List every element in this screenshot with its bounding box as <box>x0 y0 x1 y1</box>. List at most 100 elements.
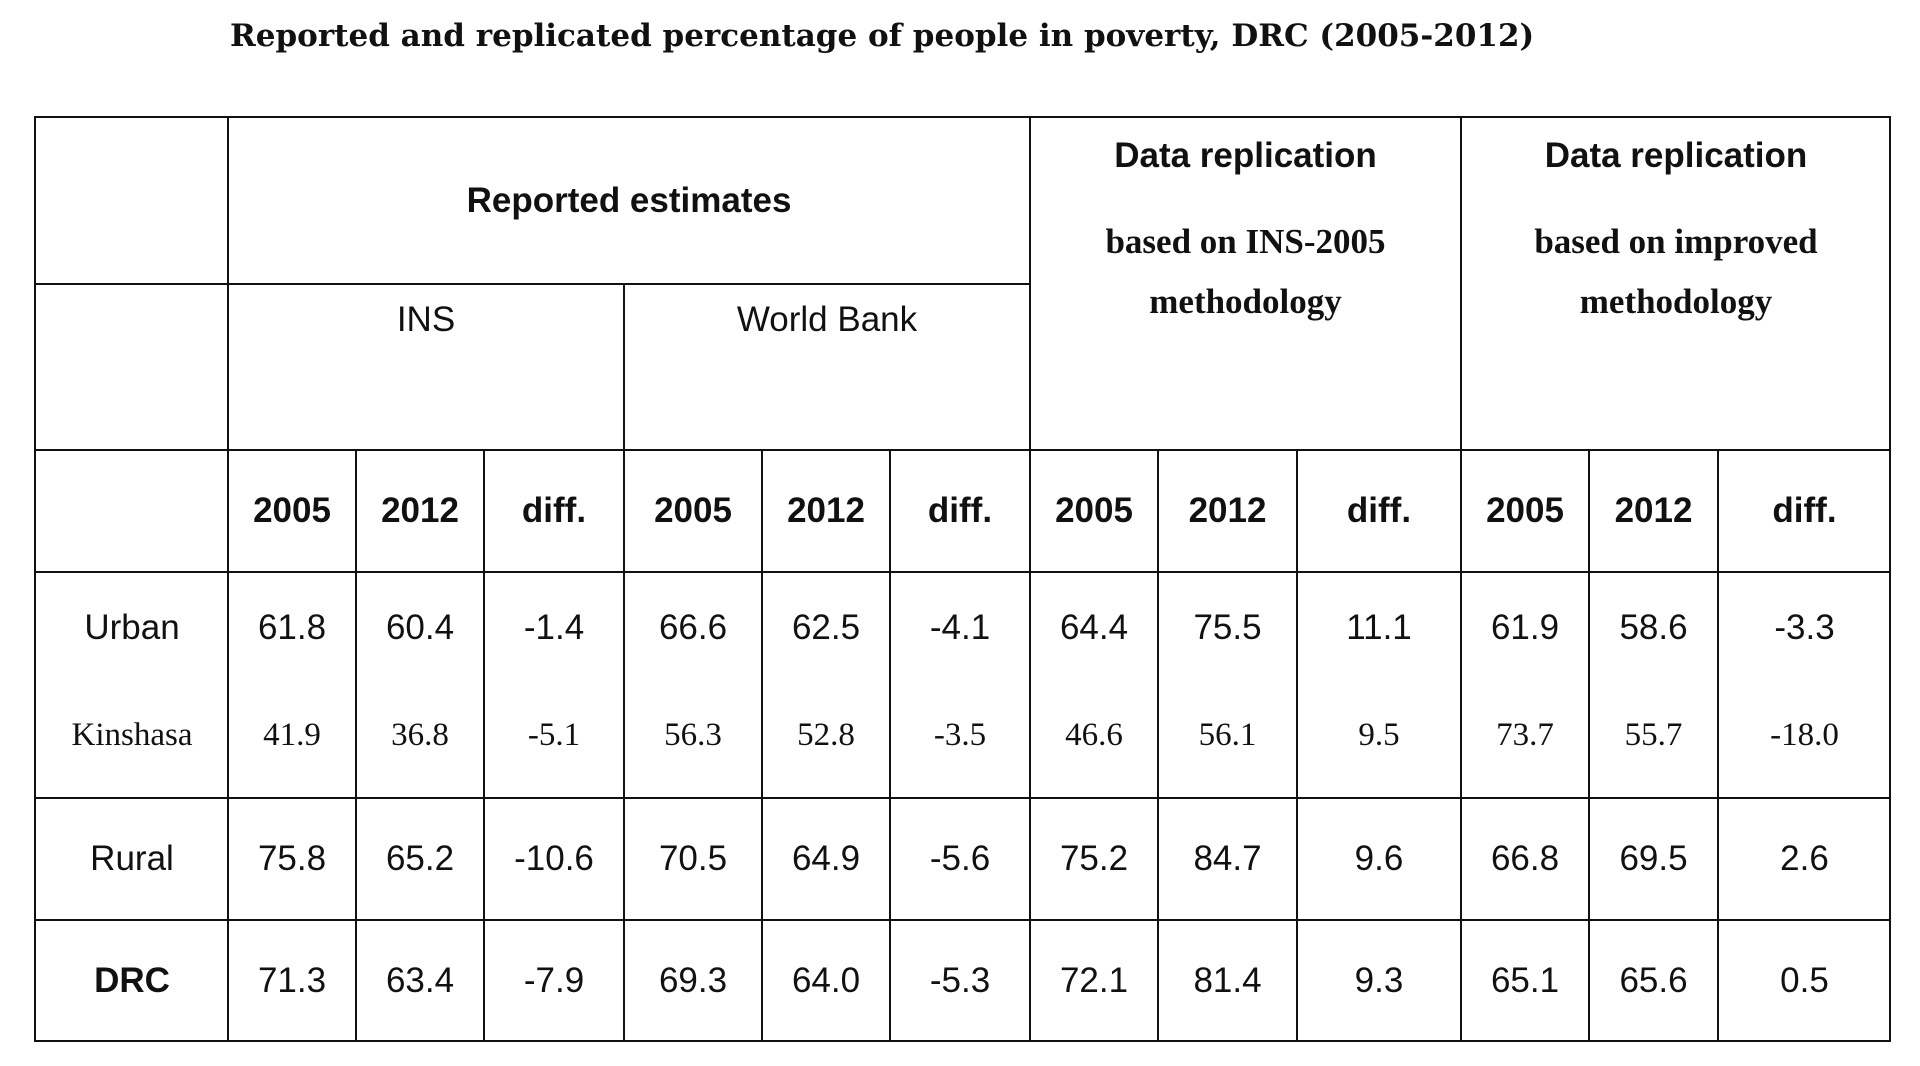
table-cell-value: -4.1 <box>929 608 991 647</box>
column-header-label: 2005 <box>1486 491 1564 530</box>
table-cell-value: 66.6 <box>658 608 728 647</box>
subheader-ins: INS <box>228 284 624 450</box>
table-cell-value: 75.8 <box>257 839 327 878</box>
table-cell: 0.5 <box>1718 920 1891 1042</box>
row-divider <box>36 919 1891 921</box>
table-cell: 61.9 <box>1461 572 1589 684</box>
column-divider <box>227 118 229 1042</box>
table-cell-value: 75.5 <box>1193 608 1262 647</box>
subheader-ins-label: INS <box>396 300 456 339</box>
column-header: diff. <box>1718 450 1891 572</box>
column-divider <box>1157 450 1159 1042</box>
table-cell: 65.6 <box>1589 920 1718 1042</box>
poverty-table: Reported estimates Data replication based … <box>34 116 1891 1042</box>
table-cell: 69.5 <box>1589 798 1718 920</box>
column-divider <box>623 284 625 1042</box>
table-cell: -3.5 <box>890 672 1030 798</box>
header-replication-improved-line3: methodology <box>1579 282 1773 321</box>
column-header-label: 2005 <box>1055 491 1133 530</box>
table-cell-value: 64.4 <box>1059 608 1129 647</box>
header-replication-ins-line1: Data replication <box>1114 136 1377 175</box>
table-cell: 81.4 <box>1158 920 1297 1042</box>
column-header: diff. <box>890 450 1030 572</box>
table-cell: 66.8 <box>1461 798 1589 920</box>
table-cell-value: -5.3 <box>929 961 991 1000</box>
table-cell: 73.7 <box>1461 672 1589 798</box>
table-cell: 75.5 <box>1158 572 1297 684</box>
column-divider <box>1588 450 1590 1042</box>
table-cell: 75.2 <box>1030 798 1158 920</box>
table-cell: -5.6 <box>890 798 1030 920</box>
table-cell: 56.3 <box>624 672 762 798</box>
header-reported-estimates: Reported estimates <box>228 118 1030 284</box>
column-divider <box>1717 450 1719 1042</box>
table-cell-value: 56.3 <box>664 716 722 753</box>
column-header-label: 2005 <box>654 491 732 530</box>
table-title: Reported and replicated percentage of pe… <box>230 18 1535 54</box>
header-replication-ins-line2: based on INS-2005 <box>1105 222 1386 261</box>
table-cell-value: 70.5 <box>658 839 728 878</box>
table-cell: 64.0 <box>762 920 890 1042</box>
table-cell-value: 81.4 <box>1193 961 1262 1000</box>
table-cell: -5.1 <box>484 672 624 798</box>
row-label: Kinshasa <box>36 672 228 798</box>
header-replication-ins: Data replication based on INS-2005 methodo… <box>1030 118 1461 450</box>
table-cell: 56.1 <box>1158 672 1297 798</box>
header-replication-improved: Data replication based on improved methodo… <box>1461 118 1891 450</box>
table-cell-value: 9.5 <box>1358 716 1400 753</box>
table-cell-value: 65.6 <box>1619 961 1688 1000</box>
table-cell-value: 64.9 <box>791 839 861 878</box>
table-cell-value: 41.9 <box>263 716 321 753</box>
table-cell: 9.6 <box>1297 798 1461 920</box>
table-cell-value: 75.2 <box>1059 839 1129 878</box>
column-divider <box>1296 450 1298 1042</box>
row-label-text: Rural <box>90 839 174 878</box>
table-cell-value: 63.4 <box>385 961 455 1000</box>
table-cell: -5.3 <box>890 920 1030 1042</box>
table-cell-value: 62.5 <box>791 608 861 647</box>
row-label: Urban <box>36 572 228 684</box>
column-divider <box>1029 118 1031 1042</box>
column-header: diff. <box>1297 450 1461 572</box>
column-header-label: 2012 <box>787 491 865 530</box>
table-cell-value: 66.8 <box>1490 839 1560 878</box>
table-cell: 64.9 <box>762 798 890 920</box>
table-cell: -3.3 <box>1718 572 1891 684</box>
column-header-label: 2012 <box>1188 491 1267 530</box>
table-cell-value: -18.0 <box>1770 716 1839 753</box>
table-cell-value: -3.3 <box>1774 608 1835 647</box>
column-header: 2005 <box>624 450 762 572</box>
table-cell: -10.6 <box>484 798 624 920</box>
table-cell: 9.5 <box>1297 672 1461 798</box>
table-cell-value: 55.7 <box>1624 716 1683 753</box>
column-header: 2012 <box>356 450 484 572</box>
column-header-label: 2012 <box>1614 491 1693 530</box>
table-cell-value: 72.1 <box>1059 961 1129 1000</box>
table-cell: 69.3 <box>624 920 762 1042</box>
column-header: 2012 <box>762 450 890 572</box>
table-cell: -4.1 <box>890 572 1030 684</box>
table-cell-value: 0.5 <box>1780 961 1829 1000</box>
column-divider <box>889 450 891 1042</box>
table-cell-value: 9.6 <box>1354 839 1404 878</box>
table-cell-value: 60.4 <box>385 608 455 647</box>
column-header-label: diff. <box>521 491 587 530</box>
column-divider <box>1460 118 1462 1042</box>
subheader-world-bank-label: World Bank <box>736 300 918 339</box>
row-label-text: Kinshasa <box>71 716 193 753</box>
column-divider <box>761 450 763 1042</box>
table-cell: 65.2 <box>356 798 484 920</box>
column-header-label: diff. <box>1346 491 1412 530</box>
table-cell-value: 9.3 <box>1354 961 1404 1000</box>
table-cell: 61.8 <box>228 572 356 684</box>
table-cell-value: 64.0 <box>791 961 861 1000</box>
column-header: 2005 <box>228 450 356 572</box>
table-cell-value: 36.8 <box>391 716 449 753</box>
table-cell: 46.6 <box>1030 672 1158 798</box>
table-cell-value: 2.6 <box>1780 839 1829 878</box>
table-cell-value: 56.1 <box>1198 716 1257 753</box>
table-cell-value: 58.6 <box>1619 608 1688 647</box>
column-divider <box>355 450 357 1042</box>
table-cell: 36.8 <box>356 672 484 798</box>
table-cell: 2.6 <box>1718 798 1891 920</box>
